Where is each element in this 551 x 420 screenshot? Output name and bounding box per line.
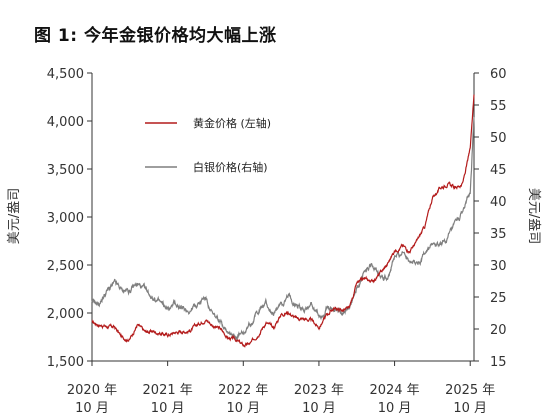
x-tick-label-month: 10 月 <box>378 401 412 416</box>
legend: 黄金价格 (左轴) 白银价格(右轴) <box>145 116 271 174</box>
plot-frame <box>91 73 475 362</box>
right-tick-label: 30 <box>490 259 507 274</box>
right-tick-label: 40 <box>490 195 507 210</box>
right-tick-label: 15 <box>490 355 507 370</box>
legend-gold-label: 黄金价格 (左轴) <box>193 116 271 130</box>
right-tick-label: 50 <box>490 131 507 146</box>
x-tick-label-year: 2024 年 <box>369 383 419 398</box>
right-axis: 15 20 25 30 35 40 45 50 55 60 <box>474 67 507 370</box>
right-tick-label: 20 <box>490 323 507 338</box>
legend-silver-label: 白银价格(右轴) <box>193 160 268 174</box>
chart-title: 图 1: 今年金银价格均大幅上涨 <box>34 26 277 46</box>
right-tick-label: 35 <box>490 227 507 242</box>
gold-price-line <box>91 94 475 348</box>
x-tick-label-year: 2025 年 <box>445 383 495 398</box>
left-tick-label: 4,000 <box>47 115 84 130</box>
left-tick-label: 3,500 <box>47 163 84 178</box>
right-axis-title: 美元/盎司 <box>526 188 541 244</box>
x-tick-label-month: 10 月 <box>226 401 260 416</box>
left-axis-title: 美元/盎司 <box>7 188 22 244</box>
left-axis: 1,500 2,000 2,500 3,000 3,500 4,000 4,500 <box>47 67 92 370</box>
x-tick-label-year: 2020 年 <box>67 383 117 398</box>
x-tick-label-year: 2021 年 <box>143 383 193 398</box>
right-tick-label: 25 <box>490 291 507 306</box>
right-tick-label: 55 <box>490 99 507 114</box>
x-tick-label-year: 2023 年 <box>294 383 344 398</box>
right-tick-label: 45 <box>490 163 507 178</box>
x-tick-label-year: 2022 年 <box>218 383 268 398</box>
x-tick-label-month: 10 月 <box>75 401 109 416</box>
x-tick-label-month: 10 月 <box>151 401 185 416</box>
left-tick-label: 1,500 <box>47 355 84 370</box>
x-axis: 2020 年 10 月 2021 年 10 月 2022 年 10 月 2023 年 10 月… <box>67 361 495 416</box>
right-tick-label: 60 <box>490 67 507 82</box>
left-tick-label: 4,500 <box>47 67 84 82</box>
left-tick-label: 2,500 <box>47 259 84 274</box>
left-tick-label: 3,000 <box>47 211 84 226</box>
x-tick-label-month: 10 月 <box>453 401 487 416</box>
x-tick-label-month: 10 月 <box>302 401 336 416</box>
left-tick-label: 2,000 <box>47 307 84 322</box>
silver-price-line <box>91 116 475 341</box>
series-layer <box>91 94 475 348</box>
